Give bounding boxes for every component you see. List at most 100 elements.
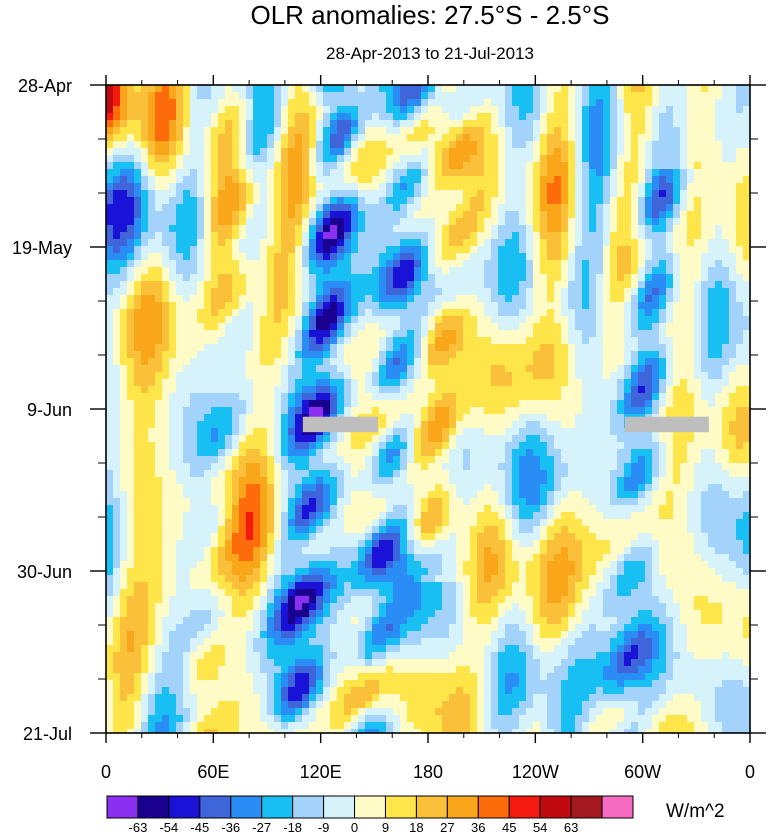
heatmap-cell	[400, 344, 408, 352]
heatmap-cell	[498, 316, 506, 324]
heatmap-cell	[162, 386, 170, 394]
heatmap-cell	[428, 120, 436, 128]
heatmap-cell	[701, 225, 709, 233]
heatmap-cell	[302, 190, 310, 198]
heatmap-cell	[463, 309, 471, 317]
heatmap-cell	[484, 85, 492, 93]
heatmap-cell	[652, 442, 660, 450]
heatmap-cell	[393, 155, 401, 163]
heatmap-cell	[330, 281, 338, 289]
heatmap-cell	[659, 183, 667, 191]
heatmap-cell	[344, 330, 352, 338]
heatmap-cell	[498, 99, 506, 107]
heatmap-cell	[589, 155, 597, 163]
heatmap-cell	[344, 99, 352, 107]
heatmap-cell	[708, 92, 716, 100]
heatmap-cell	[498, 190, 506, 198]
heatmap-cell	[729, 330, 737, 338]
heatmap-cell	[603, 176, 611, 184]
heatmap-cell	[218, 85, 226, 93]
heatmap-cell	[666, 295, 674, 303]
heatmap-cell	[274, 134, 282, 142]
heatmap-cell	[141, 463, 149, 471]
heatmap-cell	[722, 358, 730, 366]
heatmap-cell	[309, 155, 317, 163]
heatmap-cell	[561, 204, 569, 212]
heatmap-cell	[442, 225, 450, 233]
heatmap-cell	[631, 218, 639, 226]
heatmap-cell	[295, 400, 303, 408]
heatmap-cell	[470, 435, 478, 443]
heatmap-cell	[505, 204, 513, 212]
heatmap-cell	[316, 211, 324, 219]
heatmap-cell	[281, 449, 289, 457]
heatmap-cell	[470, 400, 478, 408]
heatmap-cell	[267, 239, 275, 247]
heatmap-cell	[134, 267, 142, 275]
heatmap-cell	[554, 393, 562, 401]
heatmap-cell	[253, 414, 261, 422]
heatmap-cell	[624, 204, 632, 212]
heatmap-cell	[666, 155, 674, 163]
heatmap-cell	[645, 141, 653, 149]
heatmap-cell	[141, 435, 149, 443]
heatmap-cell	[554, 435, 562, 443]
heatmap-cell	[393, 449, 401, 457]
heatmap-cell	[281, 323, 289, 331]
heatmap-cell	[183, 288, 191, 296]
heatmap-cell	[743, 99, 750, 107]
heatmap-cell	[638, 260, 646, 268]
heatmap-cell	[519, 218, 527, 226]
heatmap-cell	[400, 295, 408, 303]
heatmap-cell	[204, 260, 212, 268]
heatmap-cell	[288, 400, 296, 408]
heatmap-cell	[337, 407, 345, 415]
heatmap-cell	[477, 169, 485, 177]
heatmap-cell	[442, 365, 450, 373]
heatmap-cell	[155, 288, 163, 296]
heatmap-cell	[491, 414, 499, 422]
heatmap-cell	[204, 169, 212, 177]
heatmap-cell	[246, 288, 254, 296]
heatmap-cell	[519, 281, 527, 289]
heatmap-cell	[148, 246, 156, 254]
heatmap-cell	[176, 190, 184, 198]
heatmap-cell	[148, 421, 156, 429]
heatmap-cell	[554, 190, 562, 198]
heatmap-cell	[148, 176, 156, 184]
heatmap-cell	[610, 330, 618, 338]
heatmap-cell	[652, 288, 660, 296]
heatmap-cell	[274, 442, 282, 450]
heatmap-cell	[239, 92, 247, 100]
heatmap-cell	[400, 85, 408, 93]
heatmap-cell	[218, 414, 226, 422]
heatmap-cell	[120, 407, 128, 415]
heatmap-cell	[575, 260, 583, 268]
heatmap-cell	[533, 99, 541, 107]
heatmap-cell	[568, 99, 576, 107]
heatmap-cell	[246, 435, 254, 443]
heatmap-cell	[708, 204, 716, 212]
heatmap-cell	[386, 176, 394, 184]
heatmap-cell	[274, 176, 282, 184]
heatmap-cell	[330, 316, 338, 324]
heatmap-cell	[232, 421, 240, 429]
heatmap-cell	[561, 400, 569, 408]
heatmap-cell	[477, 232, 485, 240]
heatmap-cell	[372, 344, 380, 352]
heatmap-cell	[372, 134, 380, 142]
heatmap-cell	[715, 134, 723, 142]
heatmap-cell	[414, 400, 422, 408]
heatmap-cell	[183, 267, 191, 275]
heatmap-cell	[155, 260, 163, 268]
heatmap-cell	[568, 232, 576, 240]
heatmap-cell	[568, 386, 576, 394]
heatmap-cell	[295, 148, 303, 156]
heatmap-cell	[162, 344, 170, 352]
heatmap-cell	[295, 449, 303, 457]
heatmap-cell	[330, 190, 338, 198]
heatmap-cell	[568, 239, 576, 247]
heatmap-cell	[631, 106, 639, 114]
heatmap-cell	[288, 190, 296, 198]
heatmap-cell	[743, 183, 750, 191]
